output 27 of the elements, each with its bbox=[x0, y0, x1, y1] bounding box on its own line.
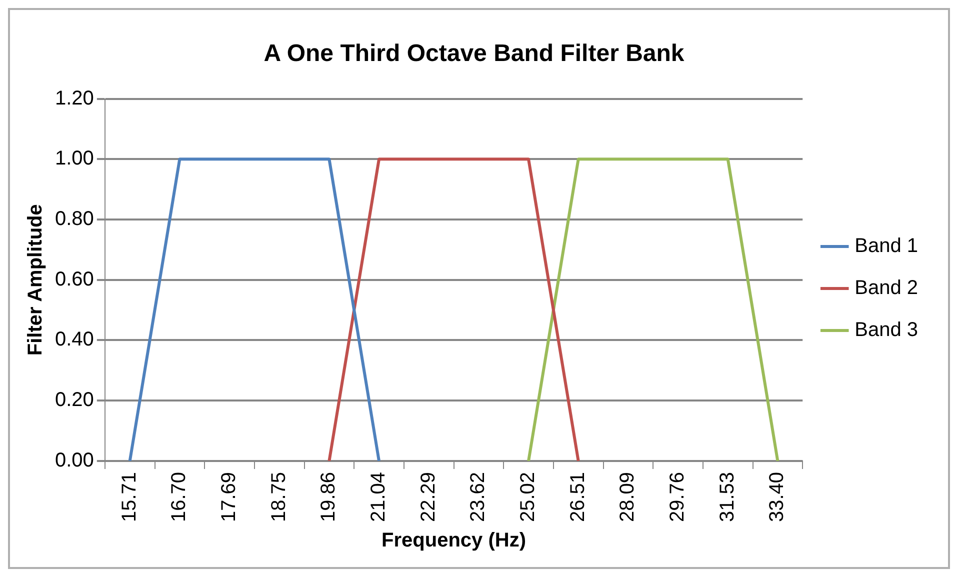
y-tick-label: 0.20 bbox=[54, 389, 94, 412]
x-tick-label: 16.70 bbox=[168, 472, 190, 522]
x-tick-label: 22.29 bbox=[417, 472, 440, 522]
y-tick-label: 0.40 bbox=[54, 328, 94, 351]
chart-title: A One Third Octave Band Filter Bank bbox=[264, 40, 685, 68]
x-tick-label: 31.53 bbox=[716, 472, 738, 522]
y-tick-label: 0.60 bbox=[54, 268, 94, 290]
x-tick-label: 26.51 bbox=[566, 472, 589, 522]
x-tick-label: 23.62 bbox=[467, 472, 490, 522]
x-tick-label: 19.86 bbox=[318, 472, 340, 522]
x-tick-label: 33.40 bbox=[766, 472, 788, 522]
x-tick-label: 25.02 bbox=[517, 472, 540, 522]
x-tick-label: 18.75 bbox=[268, 472, 290, 522]
x-tick-label: 29.76 bbox=[666, 472, 689, 522]
x-tick-label: 15.71 bbox=[118, 472, 140, 522]
legend-label: Band 3 bbox=[854, 319, 918, 342]
y-tick-label: 0.00 bbox=[54, 449, 94, 472]
x-tick-label: 17.69 bbox=[218, 472, 240, 522]
y-axis-title: Filter Amplitude bbox=[24, 204, 47, 356]
x-axis-title: Frequency (Hz) bbox=[382, 530, 526, 552]
legend-label: Band 1 bbox=[854, 235, 918, 258]
x-tick-label: 28.09 bbox=[616, 472, 639, 522]
y-tick-label: 1.00 bbox=[54, 148, 94, 170]
x-tick-label: 21.04 bbox=[368, 472, 390, 522]
y-tick-label: 1.20 bbox=[54, 87, 94, 110]
legend-label: Band 2 bbox=[854, 277, 918, 300]
y-tick-label: 0.80 bbox=[54, 208, 94, 230]
